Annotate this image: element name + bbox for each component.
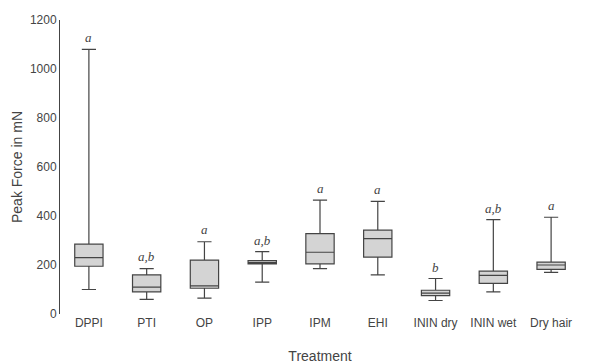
svg-text:1000: 1000 [30,62,57,76]
svg-text:PTI: PTI [137,316,156,330]
svg-text:Dry hair: Dry hair [530,316,572,330]
svg-text:Peak Force in mN: Peak Force in mN [9,111,25,223]
svg-text:OP: OP [196,316,213,330]
svg-text:IPP: IPP [253,316,272,330]
svg-text:ININ wet: ININ wet [470,316,517,330]
svg-text:0: 0 [50,307,57,321]
svg-text:1200: 1200 [30,13,57,27]
svg-text:a: a [85,30,92,45]
svg-text:200: 200 [37,258,57,272]
svg-text:400: 400 [37,209,57,223]
svg-text:EHI: EHI [368,316,388,330]
svg-text:IPM: IPM [309,316,330,330]
svg-text:600: 600 [37,160,57,174]
svg-text:a,b: a,b [254,233,271,248]
svg-text:a: a [548,198,555,213]
svg-text:Treatment: Treatment [288,348,351,364]
svg-text:a,b: a,b [485,201,502,216]
svg-text:ININ dry: ININ dry [414,316,458,330]
svg-text:a,b: a,b [138,249,155,264]
svg-text:a: a [201,222,208,237]
svg-text:a: a [374,182,381,197]
svg-text:b: b [432,260,439,275]
svg-text:800: 800 [37,111,57,125]
svg-text:DPPI: DPPI [75,316,103,330]
svg-text:a: a [317,181,324,196]
